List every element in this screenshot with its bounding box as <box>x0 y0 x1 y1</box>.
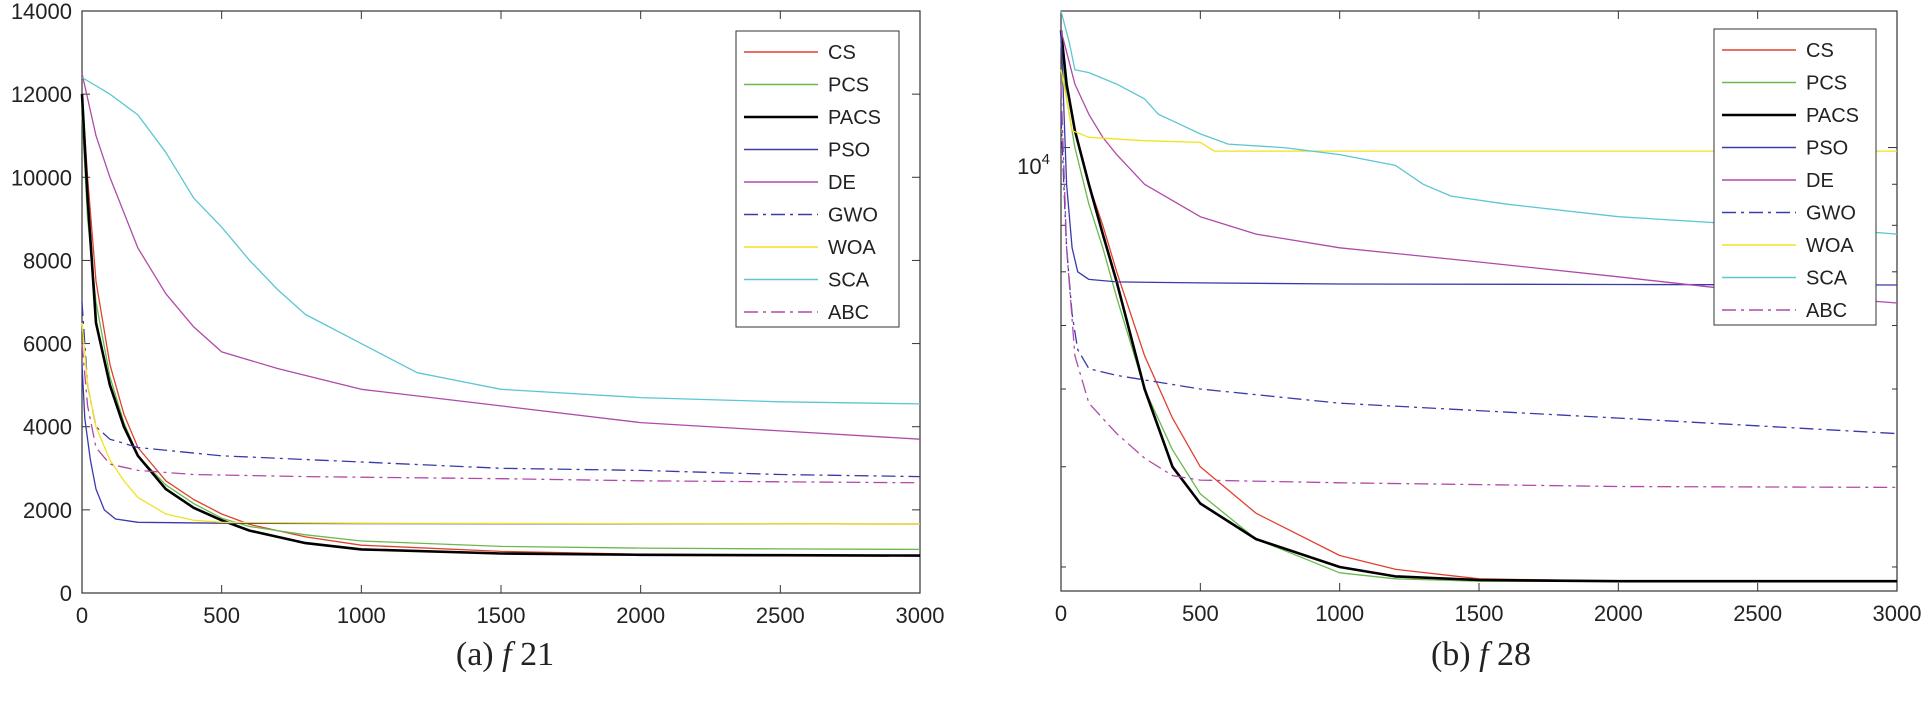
legend-label-pacs: PACS <box>828 107 881 129</box>
axis-ticks-b <box>1060 11 1898 591</box>
y-tick-label: 2000 <box>23 498 72 523</box>
x-tick-labels-a: 0 500 1000 1500 2000 2500 3000 <box>76 603 945 628</box>
y-tick-label: 12000 <box>11 82 72 107</box>
legend-box-a <box>735 30 900 328</box>
series-line-pacs <box>1059 30 1897 583</box>
legend-label-abc: ABC <box>828 302 869 324</box>
series-line-pacs <box>80 94 921 557</box>
series-line-abc <box>1060 84 1898 489</box>
x-tick-label: 2500 <box>1733 601 1782 626</box>
legend-box-b <box>1713 28 1877 326</box>
x-tick-labels-b: 0 500 1000 1500 2000 2500 3000 <box>1055 601 1922 626</box>
y-tick-label: 4000 <box>23 415 72 440</box>
x-tick-label: 1500 <box>477 603 526 628</box>
series-group-b <box>1059 10 1898 583</box>
series-line-pcs <box>81 114 921 551</box>
x-tick-label: 3000 <box>896 603 945 628</box>
legend-label-de: DE <box>828 172 856 194</box>
x-tick-label: 1500 <box>1455 601 1504 626</box>
panel-a: 0 500 1000 1500 2000 2500 3000 0 2000 4000 6000 80… <box>11 0 945 673</box>
series-line-pso <box>1060 30 1898 286</box>
legend-label-gwo: GWO <box>1806 203 1856 225</box>
legend-label-sca: SCA <box>828 270 870 292</box>
x-tick-label: 500 <box>203 603 240 628</box>
x-tick-label: 3000 <box>1873 601 1922 626</box>
series-line-sca <box>1060 10 1898 235</box>
legend-label-sca: SCA <box>1806 268 1848 290</box>
x-tick-label: 0 <box>1055 601 1067 626</box>
legend-label-pso: PSO <box>828 140 870 162</box>
legend-b: CS PCS PACS PSO DE GWO WOA SCA ABC <box>1713 28 1877 326</box>
x-tick-label: 500 <box>1182 601 1219 626</box>
legend-label-pcs: PCS <box>828 75 869 97</box>
legend-label-cs: CS <box>1806 40 1834 62</box>
y-tick-label-b-10e4: 104 <box>1017 151 1050 179</box>
legend-label-woa: WOA <box>1806 235 1854 257</box>
series-line-de <box>1060 30 1898 304</box>
x-tick-label: 2000 <box>616 603 665 628</box>
legend-label-gwo: GWO <box>828 205 878 227</box>
y-tick-label: 10000 <box>11 165 72 190</box>
legend-label-pcs: PCS <box>1806 73 1847 95</box>
y-tick-label: 0 <box>60 581 72 606</box>
x-tick-label: 1000 <box>337 603 386 628</box>
y-tick-labels-a: 0 2000 4000 6000 8000 10000 12000 14000 <box>11 0 72 606</box>
series-line-pso <box>81 364 921 525</box>
series-line-de <box>81 73 921 440</box>
x-tick-label: 1000 <box>1315 601 1364 626</box>
caption-a: (a) f 21 <box>456 636 554 673</box>
panel-b: 0 500 1000 1500 2000 2500 3000 104 CS PCS PACS PS… <box>1017 10 1922 673</box>
series-line-woa <box>81 322 921 525</box>
legend-label-de: DE <box>1806 170 1834 192</box>
series-line-abc <box>81 343 921 484</box>
series-line-cs <box>81 94 921 557</box>
x-tick-label: 2000 <box>1594 601 1643 626</box>
series-line-woa <box>1060 69 1897 152</box>
legend-label-pacs: PACS <box>1806 105 1859 127</box>
caption-b: (b) f 28 <box>1431 636 1531 673</box>
x-tick-label: 0 <box>76 603 88 628</box>
legend-label-abc: ABC <box>1806 300 1847 322</box>
y-tick-label: 8000 <box>23 248 72 273</box>
x-tick-label: 2500 <box>756 603 805 628</box>
legend-label-cs: CS <box>828 42 856 64</box>
series-line-pcs <box>1060 42 1897 582</box>
series-group-a <box>80 73 921 557</box>
legend-label-pso: PSO <box>1806 138 1848 160</box>
legend-label-woa: WOA <box>828 237 876 259</box>
series-line-sca <box>81 76 921 405</box>
y-tick-label: 6000 <box>23 332 72 357</box>
y-tick-label: 14000 <box>11 0 72 24</box>
legend-a: CS PCS PACS PSO DE GWO WOA SCA ABC <box>735 30 900 328</box>
